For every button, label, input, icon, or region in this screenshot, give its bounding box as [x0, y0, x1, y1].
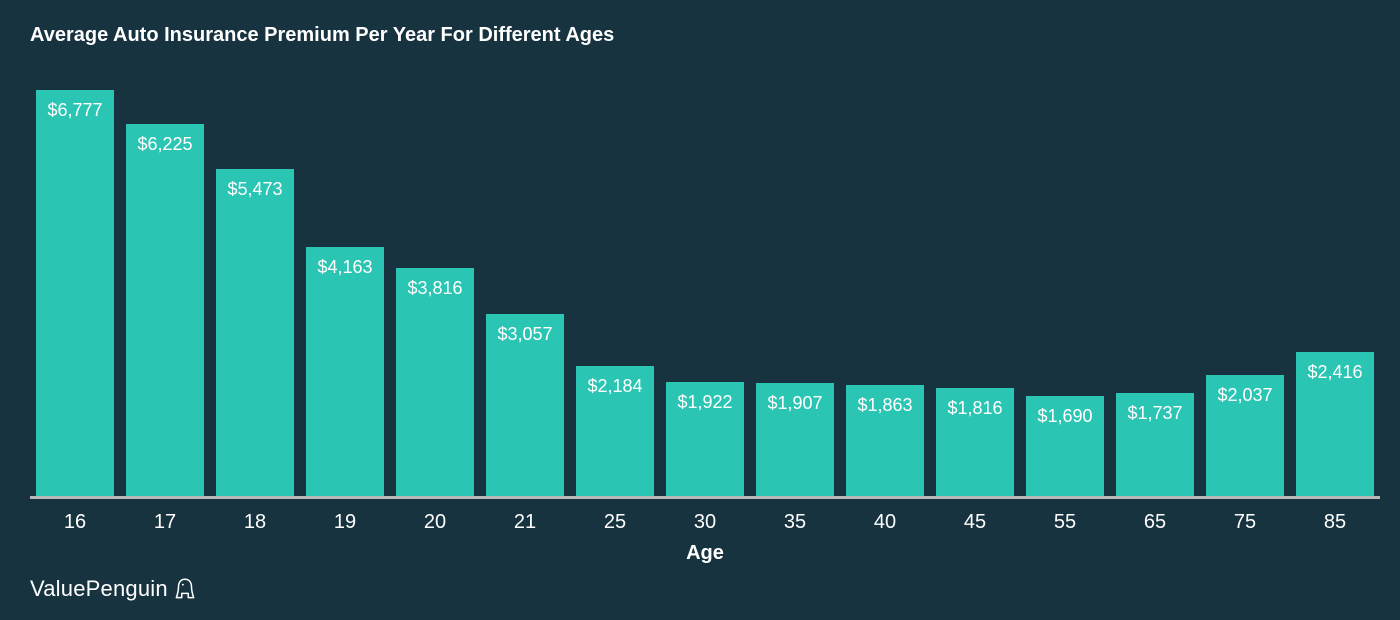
bar-wrap: $2,416	[1296, 77, 1374, 497]
x-tick-label: 16	[36, 511, 114, 534]
bar-value-label: $6,777	[36, 100, 114, 121]
bar: $1,690	[1026, 396, 1104, 497]
bar-wrap: $3,057	[486, 77, 564, 497]
bar: $5,473	[216, 169, 294, 497]
bar-value-label: $2,416	[1296, 362, 1374, 383]
x-tick-label: 35	[756, 511, 834, 534]
bar-wrap: $1,863	[846, 77, 924, 497]
bar-value-label: $2,037	[1206, 385, 1284, 406]
bar: $1,863	[846, 385, 924, 497]
chart-container: Average Auto Insurance Premium Per Year …	[0, 0, 1400, 620]
bars-row: $6,777 $6,225 $5,473 $4,163 $3,816 $3,057 $2,1…	[30, 77, 1380, 497]
bar: $1,737	[1116, 393, 1194, 497]
x-tick-label: 45	[936, 511, 1014, 534]
bar-wrap: $6,225	[126, 77, 204, 497]
x-tick-label: 85	[1296, 511, 1374, 534]
bar-wrap: $1,690	[1026, 77, 1104, 497]
bar: $3,816	[396, 268, 474, 497]
bar: $2,184	[576, 366, 654, 497]
bar-value-label: $1,816	[936, 398, 1014, 419]
bar: $3,057	[486, 314, 564, 497]
x-tick-label: 25	[576, 511, 654, 534]
bar-wrap: $1,907	[756, 77, 834, 497]
bar-value-label: $3,816	[396, 278, 474, 299]
bar-value-label: $1,690	[1026, 406, 1104, 427]
bar-wrap: $2,184	[576, 77, 654, 497]
x-tick-label: 30	[666, 511, 744, 534]
x-axis-labels: 16 17 18 19 20 21 25 30 35 40 45 55 65 75 85	[30, 497, 1380, 534]
x-tick-label: 40	[846, 511, 924, 534]
bar-value-label: $2,184	[576, 376, 654, 397]
x-tick-label: 18	[216, 511, 294, 534]
bar-value-label: $5,473	[216, 179, 294, 200]
x-axis-baseline	[30, 496, 1380, 499]
bar-wrap: $1,922	[666, 77, 744, 497]
brand-text: ValuePenguin	[30, 576, 168, 602]
x-tick-label: 65	[1116, 511, 1194, 534]
bar: $6,777	[36, 90, 114, 497]
bar: $2,416	[1296, 352, 1374, 497]
bar-wrap: $5,473	[216, 77, 294, 497]
bar: $6,225	[126, 124, 204, 498]
x-tick-label: 75	[1206, 511, 1284, 534]
x-tick-label: 21	[486, 511, 564, 534]
bar-wrap: $1,737	[1116, 77, 1194, 497]
bar-value-label: $4,163	[306, 257, 384, 278]
bar-wrap: $3,816	[396, 77, 474, 497]
bar-value-label: $1,863	[846, 395, 924, 416]
bar-wrap: $4,163	[306, 77, 384, 497]
bar: $4,163	[306, 247, 384, 497]
bar-wrap: $1,816	[936, 77, 1014, 497]
bar: $1,907	[756, 383, 834, 497]
bar-value-label: $3,057	[486, 324, 564, 345]
plot-area: $6,777 $6,225 $5,473 $4,163 $3,816 $3,057 $2,1…	[30, 77, 1380, 497]
bar: $2,037	[1206, 375, 1284, 497]
x-tick-label: 19	[306, 511, 384, 534]
x-axis-title: Age	[30, 542, 1380, 565]
brand: ValuePenguin	[30, 576, 198, 602]
bar: $1,922	[666, 382, 744, 497]
x-tick-label: 20	[396, 511, 474, 534]
bar: $1,816	[936, 388, 1014, 497]
x-tick-label: 17	[126, 511, 204, 534]
bar-wrap: $6,777	[36, 77, 114, 497]
bar-value-label: $1,737	[1116, 403, 1194, 424]
bar-value-label: $1,922	[666, 392, 744, 413]
bar-wrap: $2,037	[1206, 77, 1284, 497]
bar-value-label: $6,225	[126, 134, 204, 155]
x-tick-label: 55	[1026, 511, 1104, 534]
penguin-icon	[172, 576, 198, 602]
chart-title: Average Auto Insurance Premium Per Year …	[30, 24, 1380, 47]
bar-value-label: $1,907	[756, 393, 834, 414]
